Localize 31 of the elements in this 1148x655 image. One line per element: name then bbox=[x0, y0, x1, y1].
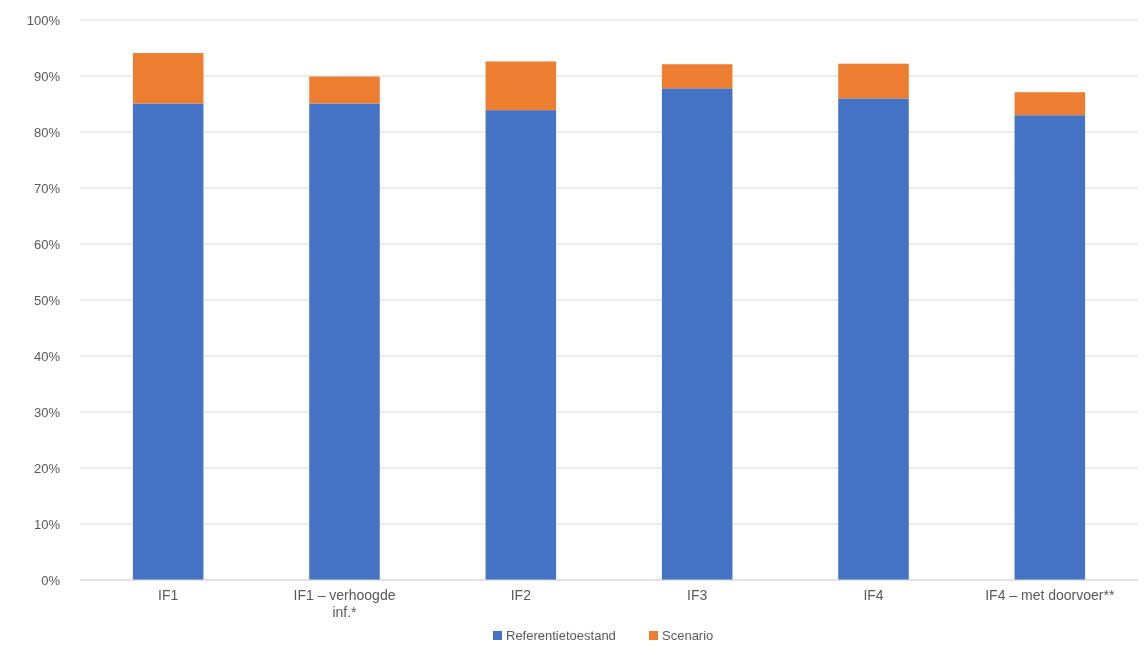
x-tick-label: IF3 bbox=[687, 587, 708, 603]
y-tick-label: 30% bbox=[33, 404, 61, 420]
bar bbox=[485, 61, 557, 111]
legend-label: Referentietoestand bbox=[506, 628, 616, 643]
bar bbox=[485, 110, 557, 580]
y-tick-label: 10% bbox=[33, 516, 61, 532]
y-tick-label: 50% bbox=[33, 292, 61, 308]
x-tick-label: IF2 bbox=[510, 587, 532, 603]
y-tick-label: 20% bbox=[33, 460, 61, 476]
y-tick-label: 40% bbox=[33, 348, 61, 364]
bar bbox=[132, 103, 204, 580]
bar bbox=[309, 103, 380, 580]
bar bbox=[1014, 92, 1086, 116]
x-tick-label: IF4 bbox=[863, 587, 884, 603]
y-tick-label: 90% bbox=[33, 68, 61, 84]
x-tick-label: IF1 – verhoogde inf.* bbox=[293, 587, 396, 620]
bar bbox=[309, 76, 380, 104]
bar bbox=[132, 53, 204, 104]
y-tick-label: 70% bbox=[33, 180, 61, 196]
y-tick-label: 60% bbox=[33, 236, 61, 252]
bar bbox=[838, 98, 909, 580]
legend-label: Scenario bbox=[662, 628, 714, 643]
y-tick-label: 100% bbox=[26, 12, 61, 28]
y-tick-label: 80% bbox=[33, 124, 61, 140]
bar bbox=[1014, 115, 1086, 580]
bar bbox=[838, 63, 909, 99]
bar bbox=[661, 64, 733, 89]
x-tick-label: IF4 – met doorvoer** bbox=[985, 587, 1115, 603]
bar bbox=[661, 88, 733, 580]
x-tick-label: IF1 bbox=[158, 587, 179, 603]
y-tick-label: 0% bbox=[41, 572, 61, 588]
